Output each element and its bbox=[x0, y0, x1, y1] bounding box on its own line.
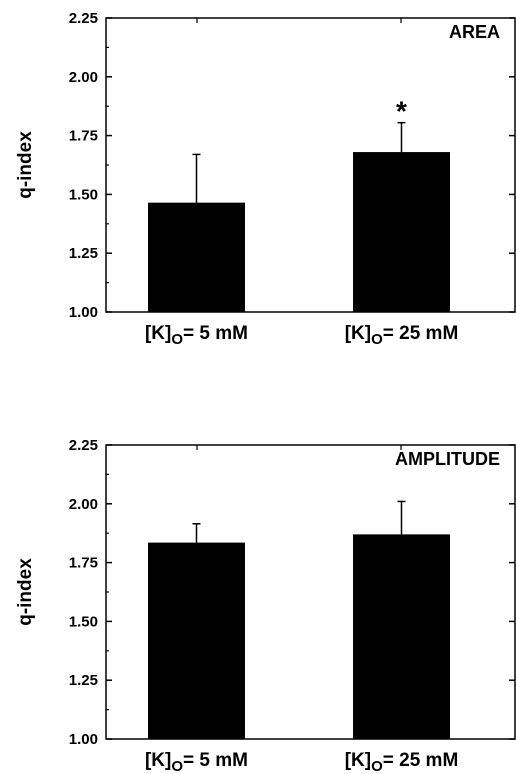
y-tick-label: 1.50 bbox=[69, 613, 98, 630]
panel-amplitude: 1.00 1.25 1.50 1.75 2.00 2.25 q-index AMPLITUDE… bbox=[15, 437, 515, 774]
y-tick-label: 1.00 bbox=[69, 731, 98, 748]
panel-label: AREA bbox=[449, 22, 500, 42]
y-tick-label: 1.75 bbox=[69, 128, 98, 145]
y-axis-label: q-index bbox=[15, 131, 36, 199]
y-tick-label: 1.75 bbox=[69, 555, 98, 572]
y-tick-label: 1.00 bbox=[69, 304, 98, 321]
y-tick-label: 1.25 bbox=[69, 245, 98, 262]
category-label: [K]O= 5 mM bbox=[145, 323, 248, 348]
bar bbox=[353, 152, 450, 312]
significance-marker: * bbox=[396, 96, 407, 127]
category-label: [K]O= 25 mM bbox=[345, 750, 459, 774]
y-tick-label: 2.25 bbox=[69, 437, 98, 454]
y-tick-label: 1.25 bbox=[69, 672, 98, 689]
category-label: [K]O= 5 mM bbox=[145, 750, 248, 774]
y-tick-label: 2.25 bbox=[69, 10, 98, 27]
y-tick-label: 2.00 bbox=[69, 69, 98, 86]
panel-label: AMPLITUDE bbox=[395, 449, 500, 469]
panel-area: 1.00 1.25 1.50 1.75 2.00 2.25 q-index AREA [K]O=… bbox=[15, 10, 515, 348]
y-tick-label: 1.50 bbox=[69, 186, 98, 203]
bar bbox=[148, 203, 245, 312]
bar bbox=[148, 543, 245, 739]
y-tick-label: 2.00 bbox=[69, 496, 98, 513]
bar bbox=[353, 534, 450, 739]
category-label: [K]O= 25 mM bbox=[345, 323, 459, 348]
y-axis-label: q-index bbox=[15, 558, 36, 626]
